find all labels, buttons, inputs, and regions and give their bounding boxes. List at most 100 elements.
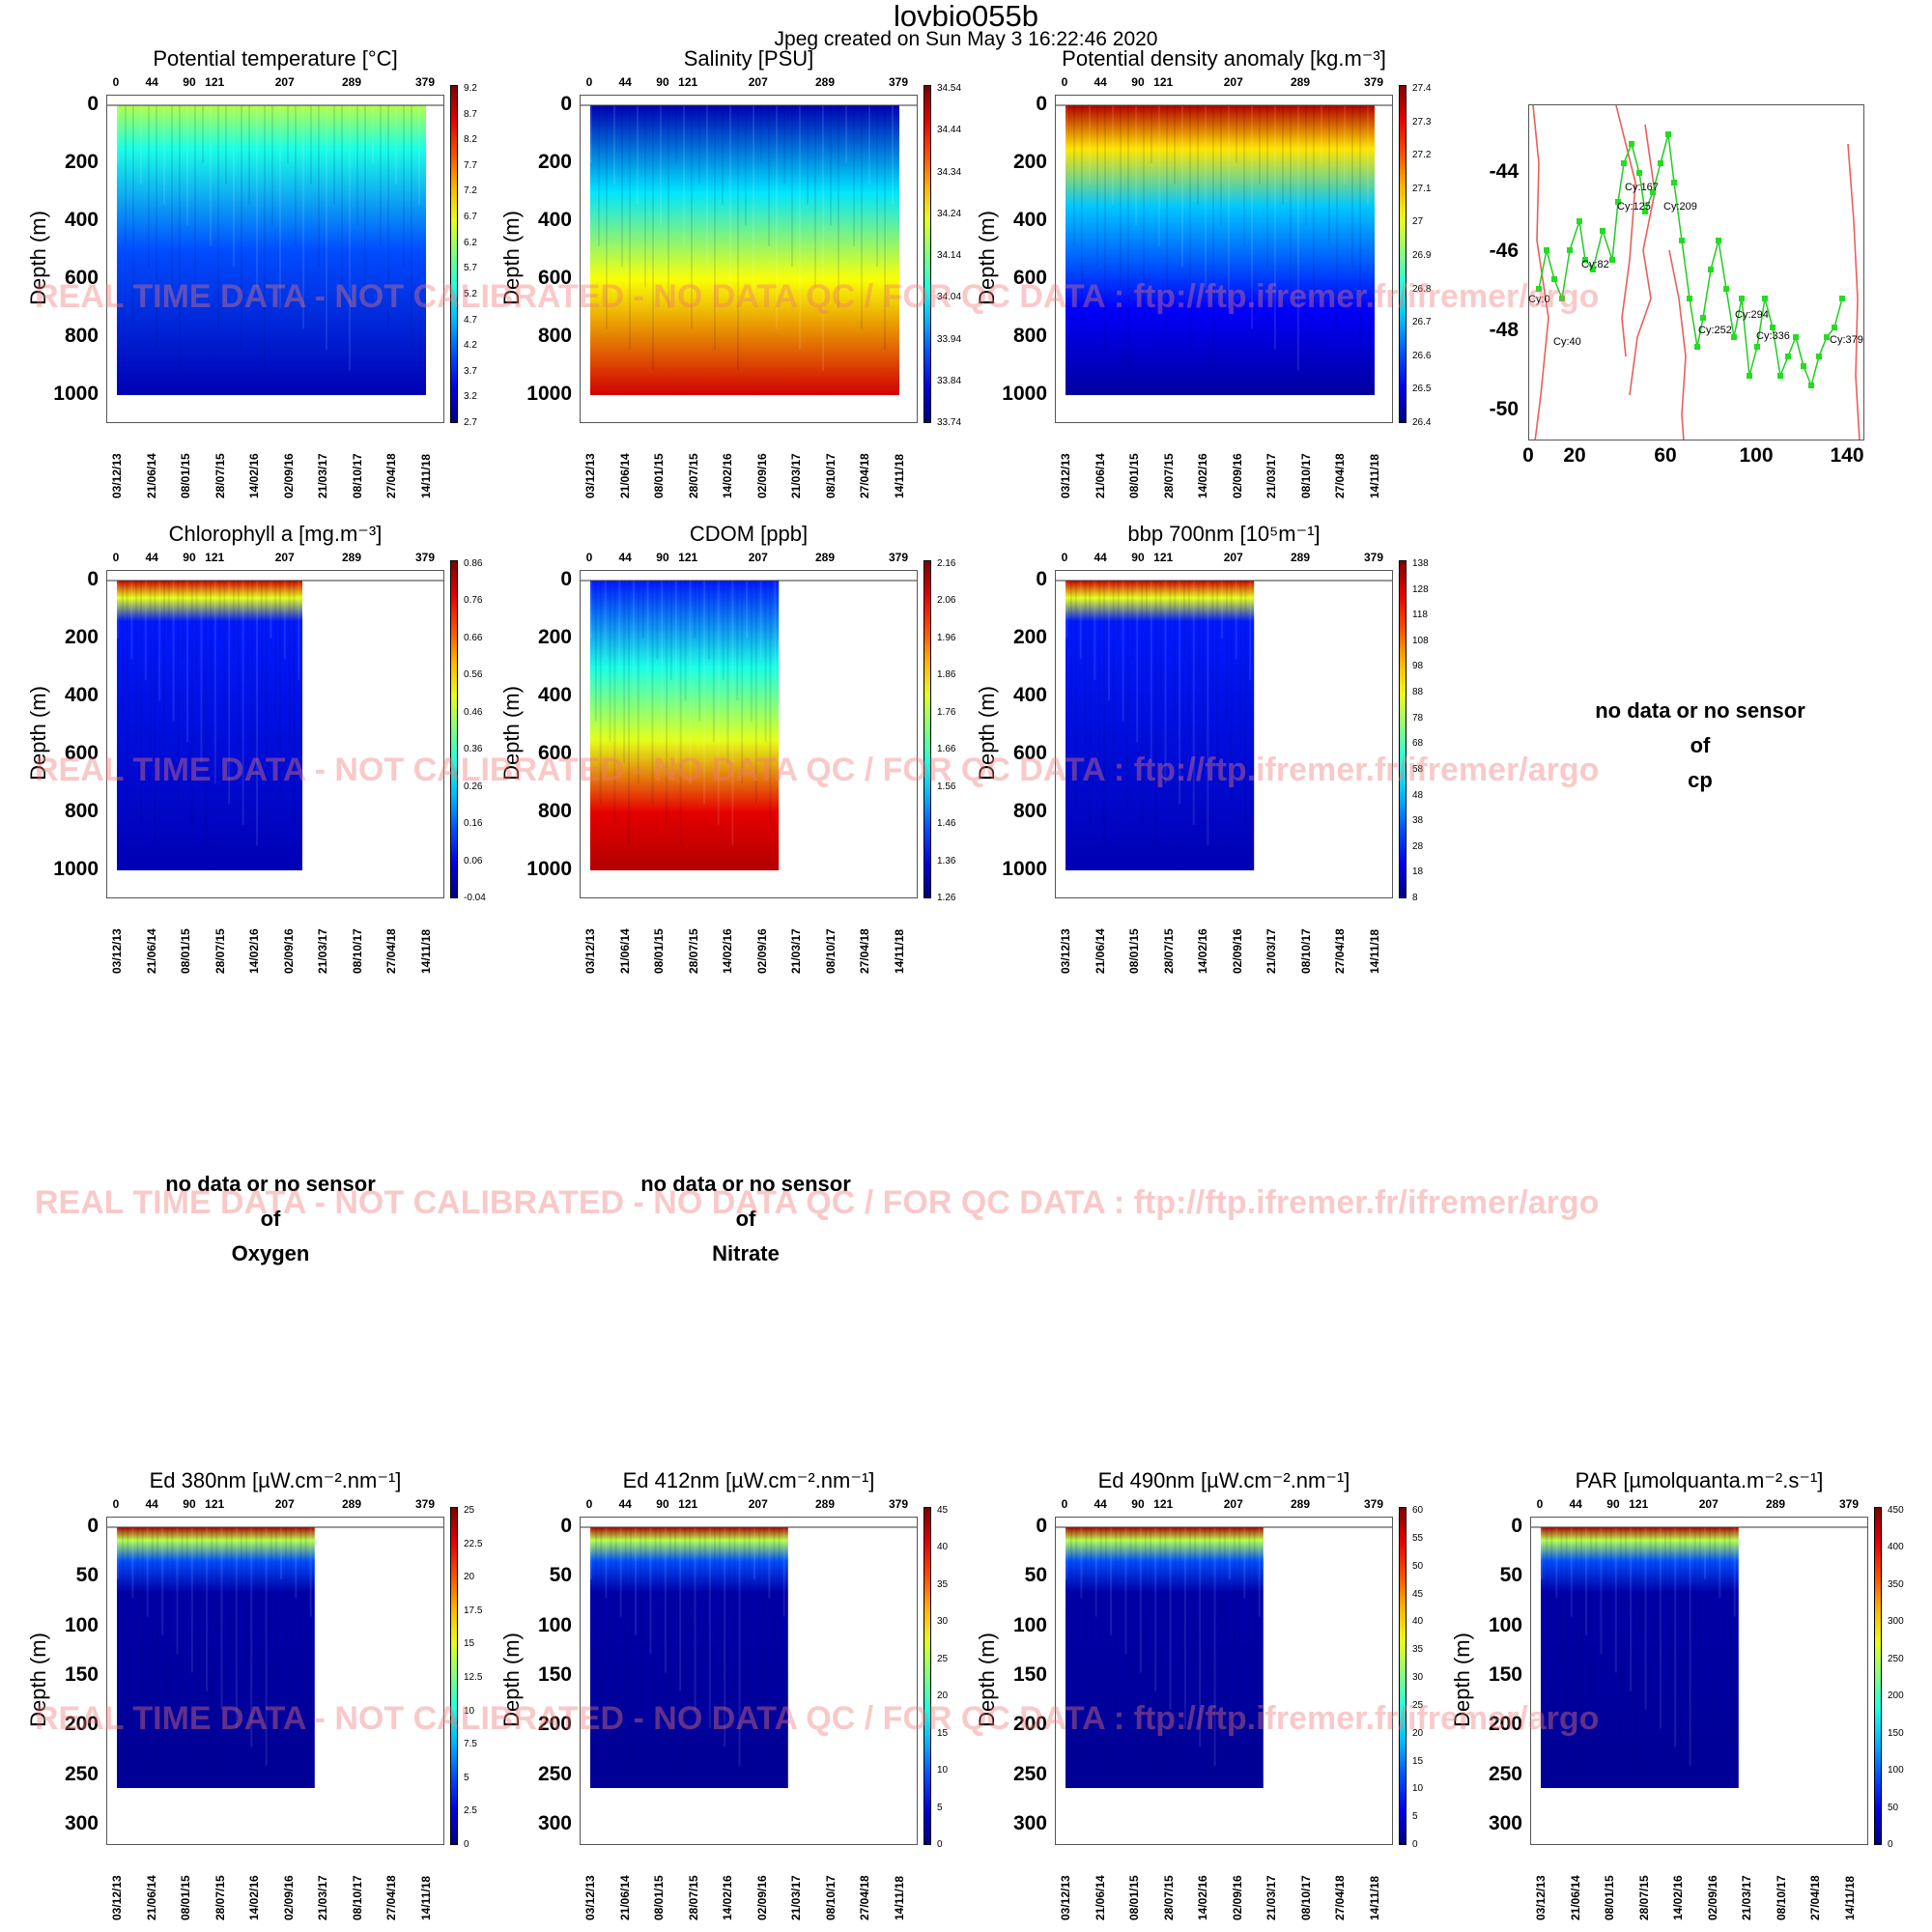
texture-stripe (595, 1527, 598, 1655)
map-x-tick: 100 (1739, 444, 1774, 467)
texture-stripe (1202, 581, 1205, 763)
depth-tick: 400 (1012, 684, 1047, 706)
date-tick: 28/07/15 (1161, 928, 1176, 974)
texture-stripe (1733, 1527, 1736, 1617)
texture-stripe (1098, 581, 1101, 763)
cycle-tick: 289 (814, 75, 836, 89)
texture-stripe (220, 1527, 223, 1710)
texture-stripe (233, 105, 235, 268)
map-cycle-label: Cy:167 (1625, 182, 1659, 193)
texture-stripe (698, 581, 701, 722)
texture-stripe (698, 1527, 701, 1579)
cycle-tick: 121 (1153, 75, 1174, 89)
texture-stripe (769, 581, 772, 825)
cycle-tick: 90 (656, 75, 669, 89)
colorbar-tick: 68 (1412, 738, 1424, 750)
cycle-tick: 207 (1698, 1497, 1719, 1511)
cycle-tick: 0 (112, 551, 120, 564)
texture-stripe (298, 581, 300, 680)
texture-stripe (1096, 105, 1098, 268)
colorbar-tick: 35 (937, 1578, 949, 1590)
depth-tick: 50 (1499, 1564, 1522, 1587)
colorbar-tick: 25 (464, 1505, 475, 1516)
texture-stripe (768, 105, 770, 246)
texture-stripe (1248, 1527, 1251, 1673)
plot-area (1530, 1517, 1868, 1845)
colorbar-tick: 33.94 (937, 333, 962, 345)
heatmap-field (1065, 1527, 1264, 1788)
texture-stripe (1112, 105, 1114, 205)
date-tick: 21/03/17 (316, 928, 330, 974)
date-tick: 03/12/13 (110, 928, 124, 974)
texture-stripe (1159, 1527, 1162, 1766)
colorbar (450, 560, 458, 898)
cycle-tick: 379 (1363, 1497, 1384, 1511)
panel-title: Ed 490nm [µW.cm⁻².nm⁻¹] (1097, 1468, 1350, 1492)
texture-stripe (403, 105, 405, 268)
colorbar-tick: 26.4 (1412, 417, 1432, 428)
texture-stripe (746, 581, 749, 639)
texture-stripe (1625, 1527, 1628, 1617)
trajectory-point (1621, 160, 1627, 166)
colorbar-tick: 26.9 (1412, 250, 1432, 261)
texture-stripe (237, 581, 240, 743)
texture-stripe (1094, 581, 1096, 680)
colorbar-tick: 5.2 (464, 288, 477, 299)
texture-stripe (131, 1527, 134, 1599)
plot-area (580, 95, 918, 423)
texture-stripe (154, 581, 156, 846)
colorbar-tick: 0 (937, 1839, 943, 1850)
map-x-tick: 20 (1563, 444, 1586, 467)
texture-stripe (1166, 105, 1168, 329)
texture-stripe (1575, 1527, 1577, 1691)
depth-tick: 100 (537, 1613, 572, 1636)
colorbar-tick: 0.16 (464, 818, 483, 830)
depth-tick: 200 (537, 1713, 572, 1736)
colorbar-tick: 34.24 (937, 208, 962, 219)
texture-stripe (668, 1527, 671, 1747)
texture-stripe (260, 1527, 263, 1691)
texture-stripe (729, 105, 731, 288)
depth-tick: 1000 (526, 858, 572, 880)
colorbar-tick: 20 (937, 1690, 949, 1702)
texture-stripe (333, 105, 335, 205)
date-tick: 28/07/15 (686, 928, 700, 974)
texture-stripe (712, 581, 715, 743)
depth-tick: 800 (537, 800, 572, 822)
texture-stripe (619, 1527, 622, 1617)
colorbar-tick: 40 (1412, 1616, 1424, 1628)
texture-stripe (708, 1527, 711, 1729)
texture-stripe (1605, 1527, 1607, 1729)
texture-stripe (215, 1527, 218, 1635)
depth-tick: 250 (537, 1762, 572, 1785)
texture-stripe (763, 1527, 766, 1729)
cycle-tick: 44 (145, 551, 158, 564)
texture-stripe (1367, 105, 1369, 205)
trajectory-point (1650, 189, 1656, 195)
texture-stripe (1117, 581, 1120, 639)
date-tick: 02/09/16 (281, 1875, 296, 1920)
heatmap-field (1065, 105, 1375, 395)
cycle-tick: 379 (888, 75, 909, 89)
depth-tick: 200 (1488, 1713, 1522, 1736)
texture-stripe (814, 105, 816, 288)
texture-stripe (768, 1527, 771, 1599)
texture-stripe (1546, 1527, 1548, 1655)
texture-stripe (1104, 105, 1106, 350)
depth-tick: 0 (87, 1515, 99, 1537)
texture-stripe (387, 105, 389, 329)
texture-stripe (179, 105, 181, 371)
depth-tick: 50 (75, 1564, 99, 1587)
colorbar-tick: 1.46 (937, 818, 956, 830)
texture-stripe (1649, 1527, 1652, 1579)
plot-area (1055, 95, 1393, 423)
cycle-tick: 44 (1094, 551, 1107, 564)
texture-stripe (1244, 581, 1247, 825)
panel-title: Chlorophyll a [mg.m⁻³] (168, 522, 383, 546)
texture-stripe (135, 581, 138, 743)
map-cycle-label: Cy:0 (1528, 294, 1550, 305)
trajectory-point (1793, 334, 1799, 340)
texture-stripe (639, 1527, 642, 1710)
date-tick: 02/09/16 (1230, 453, 1244, 498)
texture-stripe (1127, 105, 1129, 371)
